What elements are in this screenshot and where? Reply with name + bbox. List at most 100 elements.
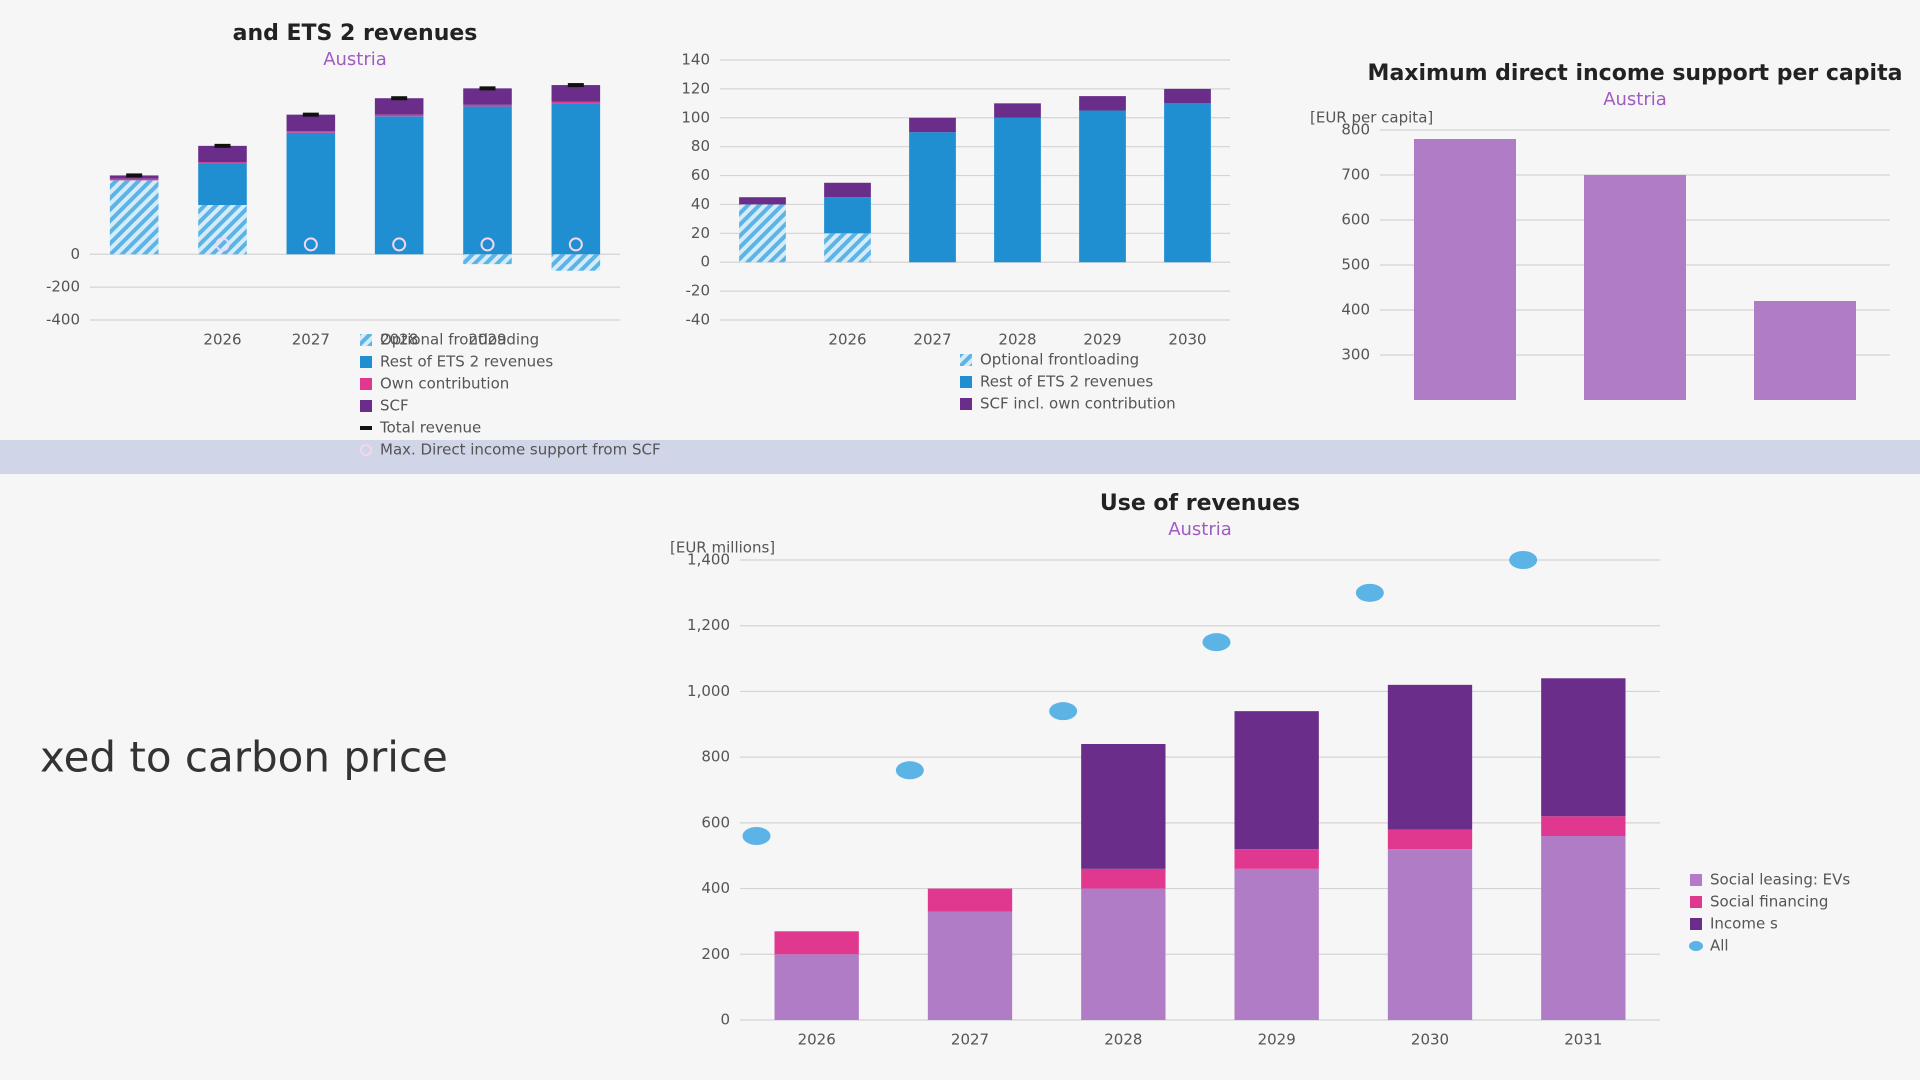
bar-segment <box>198 163 247 205</box>
bar-segment <box>198 162 247 164</box>
bar-segment <box>1541 816 1626 836</box>
x-tick-label: 2028 <box>380 331 418 349</box>
dot-marker <box>1049 702 1078 721</box>
dot-marker <box>1202 633 1231 652</box>
y-tick-label: 600 <box>1341 211 1370 229</box>
y-tick-label: 140 <box>681 51 710 69</box>
bar-segment <box>1164 103 1211 263</box>
x-tick-label: 2029 <box>468 331 506 349</box>
y-tick-label: -40 <box>686 311 711 329</box>
bar-segment <box>909 132 956 263</box>
legend-swatch <box>1690 918 1702 930</box>
x-tick-label: 2031 <box>1564 1031 1602 1049</box>
chart-subtitle: Austria <box>323 49 387 70</box>
total-marker <box>479 86 496 91</box>
bar-segment <box>1164 88 1211 104</box>
bar-segment <box>551 85 601 102</box>
bar-segment <box>463 88 512 105</box>
circle-marker <box>480 237 495 252</box>
bar-segment <box>824 182 871 198</box>
dot-marker <box>1509 551 1538 569</box>
legend-label: Optional frontloading <box>380 331 539 349</box>
x-tick-label: 2026 <box>798 1031 836 1049</box>
legend-swatch <box>1689 941 1703 951</box>
bar <box>1754 301 1856 400</box>
legend-label: Social leasing: EVs <box>1710 871 1850 889</box>
bar-segment <box>1234 711 1319 850</box>
bar-segment <box>286 132 336 255</box>
bar-segment <box>1079 96 1126 111</box>
y-tick-label: 1,200 <box>687 616 730 634</box>
bar <box>1584 175 1686 400</box>
hatched-bar-segment <box>109 180 159 255</box>
chart-subtitle: Austria <box>1168 519 1232 540</box>
legend-swatch <box>360 400 372 412</box>
hatched-bar-segment <box>198 205 247 255</box>
y-tick-label: 80 <box>691 137 710 155</box>
circle-marker <box>568 237 583 252</box>
bar-segment <box>1387 849 1473 1020</box>
legend-label: Rest of ETS 2 revenues <box>380 353 553 371</box>
circle-marker <box>303 237 318 252</box>
y-tick-label: 800 <box>1341 121 1370 139</box>
y-tick-label: 120 <box>681 79 710 97</box>
x-tick-label: 2027 <box>913 331 951 349</box>
legend-label: SCF incl. own contribution <box>980 395 1176 413</box>
section-heading: xed to carbon price <box>40 733 448 782</box>
y-tick-label: 700 <box>1341 166 1370 184</box>
legend-swatch <box>1690 874 1702 886</box>
circle-marker <box>392 237 407 252</box>
total-marker <box>391 96 408 101</box>
hatched-bar-segment <box>551 254 601 271</box>
x-tick-label: 2026 <box>203 331 241 349</box>
hatched-bar-segment <box>824 233 871 263</box>
y-tick-label: -200 <box>46 278 80 296</box>
legend-swatch <box>360 444 372 456</box>
bar-segment <box>551 101 601 104</box>
x-tick-label: 2029 <box>1083 331 1121 349</box>
dot-marker <box>1355 583 1384 602</box>
y-tick-label: 800 <box>701 748 730 766</box>
bar-segment <box>1234 868 1319 1020</box>
legend-swatch <box>360 378 372 390</box>
chart-title: Maximum direct income support per capita <box>1368 61 1903 86</box>
bar-segment <box>739 197 786 205</box>
bar-segment <box>463 106 512 255</box>
hatched-bar-segment <box>463 254 512 265</box>
bar-segment <box>1387 684 1473 830</box>
bar-segment <box>1234 849 1319 869</box>
bar-segment <box>1541 836 1626 1020</box>
chart-subtitle: Austria <box>1603 89 1667 110</box>
dot-marker <box>742 827 771 845</box>
total-marker <box>302 112 319 117</box>
y-tick-label: 500 <box>1341 256 1370 274</box>
legend-swatch <box>1690 896 1702 908</box>
y-axis-label: [EUR per capita] <box>1310 109 1433 127</box>
bar-segment <box>109 178 159 181</box>
legend-label: All <box>1710 937 1729 955</box>
legend-swatch <box>960 354 972 366</box>
legend-label: Total revenue <box>379 419 481 437</box>
dot-marker <box>895 761 924 780</box>
legend-label: SCF <box>380 397 409 415</box>
y-tick-label: 300 <box>1341 346 1370 364</box>
y-tick-label: 60 <box>691 166 710 184</box>
bar-segment <box>994 117 1041 263</box>
y-tick-label: 400 <box>1341 301 1370 319</box>
bar-segment <box>994 103 1041 118</box>
bar-segment <box>1387 829 1473 850</box>
y-tick-label: 0 <box>70 245 80 263</box>
bar-segment <box>286 114 336 132</box>
bar-segment <box>927 911 1013 1020</box>
total-marker <box>214 143 231 148</box>
y-tick-label: 200 <box>701 945 730 963</box>
bar-segment <box>824 197 871 234</box>
bar-segment <box>774 954 859 1020</box>
chart-title: Use of revenues <box>1100 491 1300 516</box>
legend-label: Social financing <box>1710 893 1828 911</box>
legend-label: Max. Direct income support from SCF <box>380 441 661 459</box>
bar-segment <box>1081 868 1166 889</box>
y-tick-label: 100 <box>681 108 710 126</box>
